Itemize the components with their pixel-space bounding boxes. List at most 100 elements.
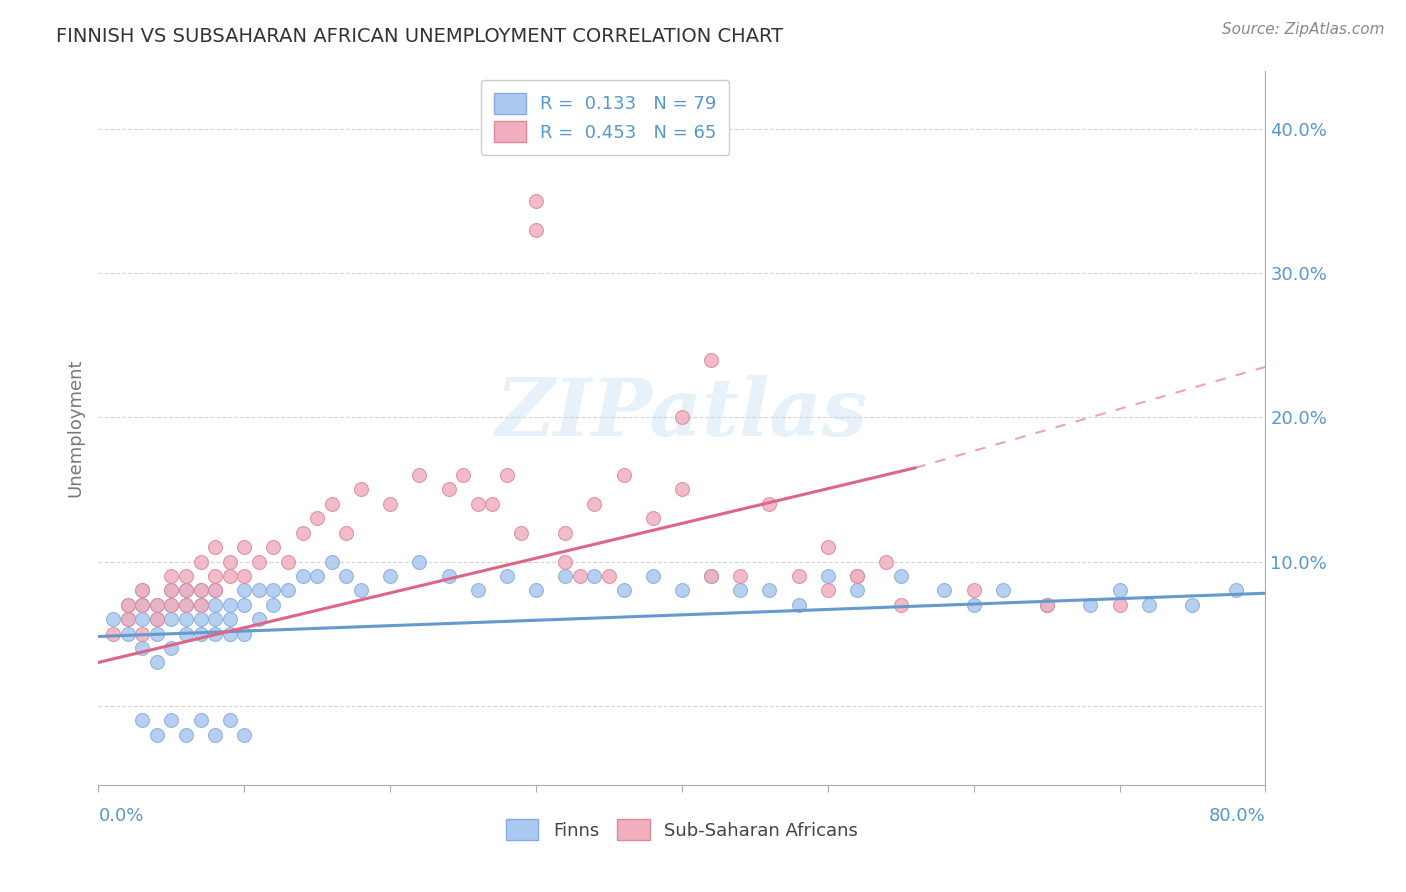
Point [321,554,343,568]
Point [190,583,212,598]
Point [131,598,153,612]
Point [160,598,183,612]
Point [131,626,153,640]
Point [218,554,240,568]
Point [233,626,256,640]
Point [117,612,139,626]
Point [174,598,197,612]
Point [247,612,270,626]
Point [700,569,723,583]
Point [190,554,212,568]
Point [467,497,489,511]
Point [554,525,576,540]
Point [817,540,839,554]
Point [277,583,299,598]
Point [408,554,430,568]
Point [846,569,869,583]
Text: ZIPatlas: ZIPatlas [496,376,868,452]
Point [218,626,240,640]
Point [1035,598,1057,612]
Text: 0.0%: 0.0% [98,806,143,824]
Point [291,569,314,583]
Point [307,569,329,583]
Point [160,583,183,598]
Point [101,626,124,640]
Point [568,569,591,583]
Point [146,598,169,612]
Point [408,468,430,483]
Point [160,713,183,727]
Point [846,569,869,583]
Point [204,569,226,583]
Point [583,569,606,583]
Point [758,583,780,598]
Point [160,569,183,583]
Point [671,583,693,598]
Point [890,598,912,612]
Point [335,525,357,540]
Point [350,483,373,497]
Text: FINNISH VS SUBSAHARAN AFRICAN UNEMPLOYMENT CORRELATION CHART: FINNISH VS SUBSAHARAN AFRICAN UNEMPLOYME… [56,27,783,45]
Point [233,569,256,583]
Point [146,626,169,640]
Point [262,598,284,612]
Point [524,583,547,598]
Point [190,583,212,598]
Point [190,598,212,612]
Point [131,583,153,598]
Point [671,483,693,497]
Point [496,468,519,483]
Point [218,612,240,626]
Point [117,598,139,612]
Point [934,583,956,598]
Point [350,583,373,598]
Point [204,626,226,640]
Point [174,727,197,741]
Point [1108,583,1130,598]
Point [117,598,139,612]
Point [962,583,984,598]
Point [131,583,153,598]
Point [174,626,197,640]
Point [204,540,226,554]
Point [117,626,139,640]
Point [247,583,270,598]
Point [204,583,226,598]
Point [467,583,489,598]
Point [218,569,240,583]
Point [160,583,183,598]
Point [817,583,839,598]
Point [598,569,620,583]
Point [190,612,212,626]
Point [204,598,226,612]
Point [380,497,402,511]
Point [233,540,256,554]
Point [554,554,576,568]
Point [612,583,634,598]
Point [174,583,197,598]
Point [160,640,183,655]
Point [277,554,299,568]
Point [817,569,839,583]
Point [190,626,212,640]
Point [262,540,284,554]
Point [146,727,169,741]
Point [174,612,197,626]
Point [496,569,519,583]
Point [146,612,169,626]
Point [117,612,139,626]
Point [233,598,256,612]
Point [247,554,270,568]
Point [101,612,124,626]
Point [174,569,197,583]
Point [174,598,197,612]
Point [875,554,897,568]
Text: 80.0%: 80.0% [1209,806,1265,824]
Point [204,612,226,626]
Point [758,497,780,511]
Point [131,612,153,626]
Point [787,598,810,612]
Legend: Finns, Sub-Saharan Africans: Finns, Sub-Saharan Africans [499,812,865,847]
Point [204,727,226,741]
Point [554,569,576,583]
